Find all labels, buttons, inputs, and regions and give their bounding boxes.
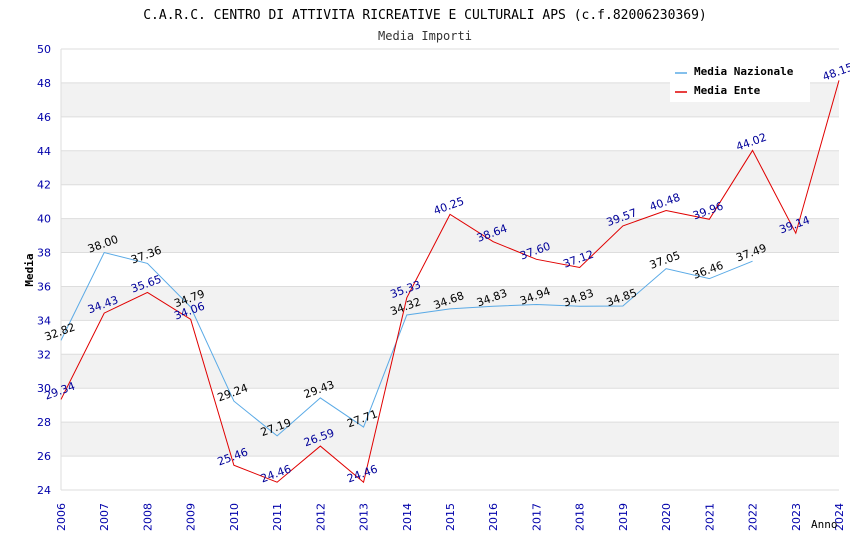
series-lines [60, 80, 840, 484]
y-tick-label: 46 [37, 111, 51, 124]
legend-box [670, 60, 810, 102]
x-tick-label: 2021 [703, 503, 716, 531]
grid-band [61, 422, 839, 457]
y-tick-label: 24 [37, 484, 51, 497]
grid-band [61, 286, 839, 321]
y-tick-label: 34 [37, 314, 51, 327]
x-tick-label: 2023 [790, 503, 803, 531]
grid-lines [60, 48, 839, 491]
x-tick-label: 2022 [747, 503, 760, 531]
y-tick-label: 36 [37, 280, 51, 293]
y-tick-label: 40 [37, 213, 51, 226]
chart-subtitle: Media Importi [378, 29, 472, 43]
x-tick-label: 2017 [530, 503, 543, 531]
data-label-media-ente: 40.25 [432, 195, 466, 218]
x-tick-label: 2008 [141, 503, 154, 531]
grid-band [61, 354, 839, 389]
y-tick-label: 38 [37, 247, 51, 260]
x-tick-label: 2015 [444, 503, 457, 531]
x-tick-label: 2014 [401, 503, 414, 531]
y-axis-label: Media [23, 253, 36, 286]
legend-label-media-ente: Media Ente [694, 84, 761, 97]
x-tick-label: 2018 [574, 503, 587, 531]
x-tick-label: 2006 [55, 503, 68, 531]
x-axis-ticks: 2006 2007 2008 2009 2010 2011 2012 2013 2014 2015… [55, 503, 846, 531]
series-line-media-ente [60, 80, 840, 484]
x-axis-label: Anno [811, 518, 838, 531]
data-label-media-ente: 24.46 [345, 462, 379, 485]
x-tick-label: 2011 [271, 503, 284, 531]
data-label-media-ente: 48.15 [821, 61, 850, 84]
x-tick-label: 2007 [98, 503, 111, 531]
legend-label-media-nazionale: Media Nazionale [694, 65, 794, 78]
x-tick-label: 2016 [487, 503, 500, 531]
chart-title: C.A.R.C. CENTRO DI ATTIVITA RICREATIVE E… [143, 8, 707, 23]
grid-band [61, 218, 839, 253]
y-axis-ticks: 24 26 28 30 32 34 36 38 40 42 44 46 48 50 [37, 43, 51, 497]
x-tick-label: 2009 [185, 503, 198, 531]
y-tick-label: 26 [37, 450, 51, 463]
x-tick-label: 2012 [314, 503, 327, 531]
series-line-media-nazionale [60, 251, 753, 437]
grid-band [61, 150, 839, 185]
x-tick-label: 2013 [358, 503, 371, 531]
y-tick-label: 42 [37, 179, 51, 192]
y-tick-label: 28 [37, 416, 51, 429]
x-tick-label: 2024 [833, 503, 846, 531]
x-tick-label: 2019 [617, 503, 630, 531]
x-tick-label: 2020 [660, 503, 673, 531]
y-tick-label: 32 [37, 348, 51, 361]
y-tick-label: 48 [37, 77, 51, 90]
data-label-media-ente: 44.02 [734, 131, 768, 154]
legend: Media Nazionale Media Ente [670, 60, 810, 102]
y-tick-label: 44 [37, 145, 51, 158]
y-tick-label: 30 [37, 382, 51, 395]
y-tick-label: 50 [37, 43, 51, 56]
data-label-media-ente: 40.48 [648, 191, 682, 214]
x-tick-label: 2010 [228, 503, 241, 531]
